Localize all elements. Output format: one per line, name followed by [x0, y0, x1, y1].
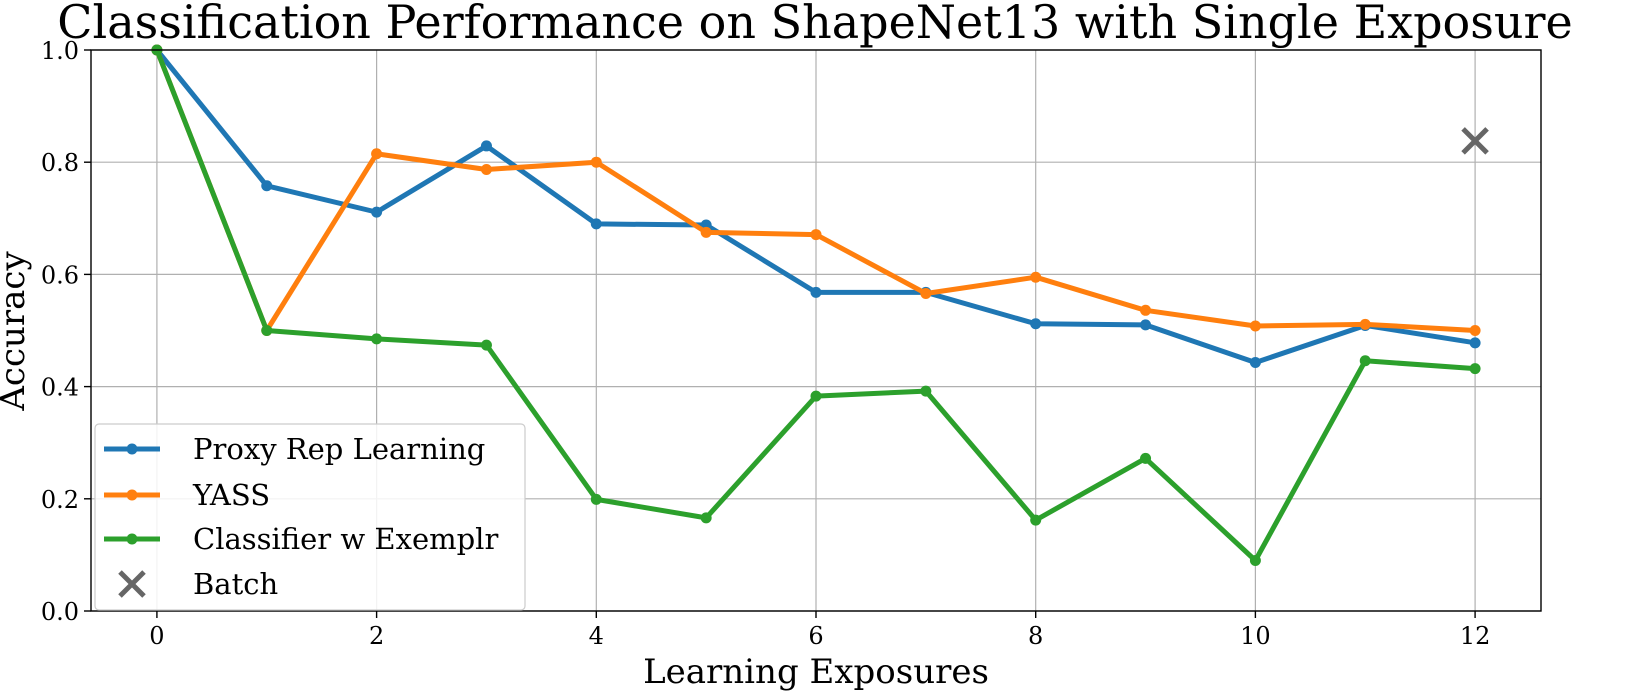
series-1: [151, 44, 1481, 368]
x-tick-label: 8: [1028, 622, 1043, 650]
series-3: [151, 44, 1481, 567]
data-point: [700, 512, 712, 524]
data-point: [1249, 555, 1261, 567]
legend-swatch: [118, 570, 146, 598]
data-point: [810, 229, 822, 241]
data-point: [1359, 355, 1371, 367]
data-point: [480, 339, 492, 351]
data-point: [371, 333, 383, 345]
data-point: [1469, 325, 1481, 336]
x-tick-label: 12: [1460, 622, 1491, 650]
data-point: [261, 180, 273, 192]
data-point: [1249, 356, 1261, 368]
data-point: [261, 325, 273, 336]
data-point: [1140, 452, 1152, 464]
legend-swatch-marker: [126, 533, 138, 545]
x-tick-label: 4: [589, 622, 604, 650]
data-point: [1249, 320, 1261, 332]
legend-swatch-marker: [126, 489, 138, 501]
y-tick-label: 1.0: [41, 37, 79, 65]
legend-label: Proxy Rep Learning: [193, 432, 485, 466]
series-lines: [151, 44, 1481, 567]
marker-stroke: [1461, 127, 1489, 155]
y-tick-label: 0.0: [41, 598, 79, 626]
data-point: [920, 385, 932, 397]
legend-label: Batch: [193, 567, 278, 601]
data-point: [1030, 271, 1042, 283]
data-point: [1359, 318, 1371, 330]
y-tick-label: 0.2: [41, 486, 79, 514]
data-point: [1140, 319, 1152, 331]
data-point: [590, 493, 602, 505]
legend-label: YASS: [192, 478, 270, 512]
y-axis-label: Accuracy: [0, 251, 33, 412]
data-point: [590, 218, 602, 230]
data-point: [480, 163, 492, 175]
x-axis-label: Learning Exposures: [643, 652, 989, 692]
data-point: [810, 390, 822, 402]
data-point: [590, 156, 602, 168]
data-point: [1469, 363, 1481, 375]
data-point: [1030, 318, 1042, 330]
legend-swatch-marker: [126, 443, 138, 455]
data-point: [1469, 337, 1481, 349]
data-point: [371, 206, 383, 218]
x-tick-label: 0: [149, 622, 164, 650]
data-point: [1140, 304, 1152, 316]
legend-label: Classifier w Exemplr: [193, 522, 498, 556]
data-point: [700, 226, 712, 238]
data-point: [810, 286, 822, 298]
legend-entry: YASS: [104, 478, 270, 512]
batch-markers: [1461, 127, 1489, 155]
chart-title: Classification Performance on ShapeNet13…: [57, 0, 1572, 49]
y-tick-label: 0.8: [41, 149, 79, 177]
data-point: [480, 140, 492, 152]
x-tick-label: 2: [369, 622, 384, 650]
y-tick-label: 0.4: [41, 374, 79, 402]
data-point: [371, 148, 383, 160]
legend-entry: Classifier w Exemplr: [104, 522, 498, 556]
data-point: [1030, 514, 1042, 526]
batch-marker: [1461, 127, 1489, 155]
y-tick-label: 0.6: [41, 261, 79, 289]
legend-entry: Batch: [118, 567, 278, 601]
legend: Proxy Rep Learning YASS Classifier w Exemp…: [94, 423, 526, 611]
x-tick-label: 10: [1240, 622, 1271, 650]
data-point: [920, 287, 932, 299]
axis-ticks: 0 2 4 6 8 10 12 0.0 0.2 0.4 0.6 0.8 1.0: [41, 37, 1491, 650]
legend-box: [94, 423, 526, 611]
x-tick-label: 6: [808, 622, 823, 650]
legend-entry: Proxy Rep Learning: [104, 432, 485, 466]
